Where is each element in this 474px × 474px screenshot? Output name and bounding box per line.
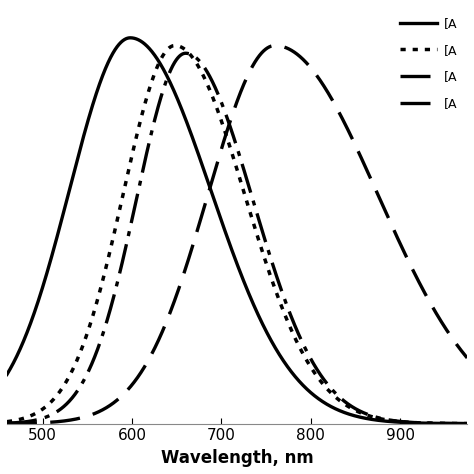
Legend: [A, [A, [A, [A: [A, [A, [A, [A	[396, 13, 461, 114]
X-axis label: Wavelength, nm: Wavelength, nm	[161, 449, 313, 467]
